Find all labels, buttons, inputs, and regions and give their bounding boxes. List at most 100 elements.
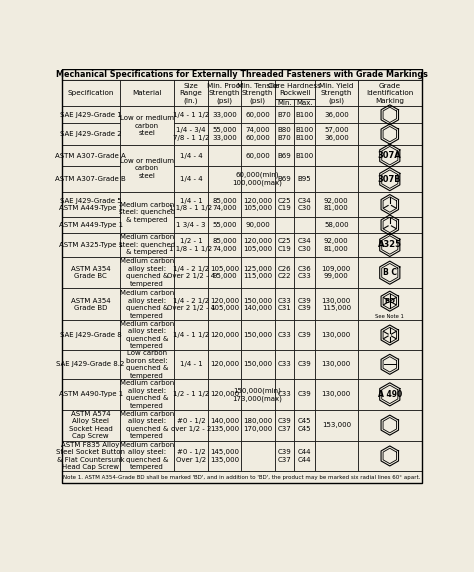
Text: Medium carbon
alloy steel:
quenched &
tempered: Medium carbon alloy steel: quenched & te… xyxy=(120,411,174,439)
Bar xyxy=(357,320,422,349)
Bar xyxy=(62,349,120,379)
Text: SAE J429-Grade 8: SAE J429-Grade 8 xyxy=(60,332,121,338)
Bar xyxy=(294,233,315,257)
Bar xyxy=(208,192,241,217)
Text: #0 - 1/2
over 1/2 - 2: #0 - 1/2 over 1/2 - 2 xyxy=(171,418,211,432)
Bar xyxy=(241,349,275,379)
Text: 130,000: 130,000 xyxy=(322,362,351,367)
Text: 125,000
115,000: 125,000 115,000 xyxy=(243,266,272,280)
Text: Medium carbon
alloy steel:
quenched &
tempered: Medium carbon alloy steel: quenched & te… xyxy=(120,259,174,287)
Bar xyxy=(294,106,315,124)
Text: 120,000
105,000: 120,000 105,000 xyxy=(210,297,239,311)
Bar xyxy=(208,440,241,471)
Text: A325: A325 xyxy=(378,240,402,249)
Bar xyxy=(120,145,174,192)
Bar xyxy=(174,233,208,257)
Bar xyxy=(120,320,174,349)
Bar xyxy=(174,379,208,410)
Bar xyxy=(275,217,294,233)
Bar xyxy=(357,440,422,471)
Text: B100
B100: B100 B100 xyxy=(295,128,314,141)
Text: 1/4 - 1: 1/4 - 1 xyxy=(180,362,202,367)
Text: 1/4 - 1
1 1/8 - 1 1/2: 1/4 - 1 1 1/8 - 1 1/2 xyxy=(169,198,212,211)
Text: 57,000
36,000: 57,000 36,000 xyxy=(324,128,349,141)
Text: B95: B95 xyxy=(298,176,311,182)
Bar xyxy=(120,233,174,257)
Text: 92,000
81,000: 92,000 81,000 xyxy=(324,238,349,252)
Text: C33: C33 xyxy=(277,362,291,367)
Text: ASTM A354
Grade BC: ASTM A354 Grade BC xyxy=(71,266,110,280)
Bar xyxy=(294,217,315,233)
Text: SAE J429-Grade 2: SAE J429-Grade 2 xyxy=(60,131,121,137)
Text: ASTM A354
Grade BD: ASTM A354 Grade BD xyxy=(71,297,110,311)
Bar xyxy=(315,257,357,288)
Text: Grade
Identification
Marking: Grade Identification Marking xyxy=(366,83,413,104)
Bar xyxy=(208,379,241,410)
Bar xyxy=(174,166,208,192)
Bar xyxy=(208,166,241,192)
Text: Medium carbon
steel: quenched
& tempered: Medium carbon steel: quenched & tempered xyxy=(119,202,175,223)
Text: 120,000
105,000: 120,000 105,000 xyxy=(243,198,272,211)
Bar xyxy=(120,440,174,471)
Bar xyxy=(275,320,294,349)
Text: 120,000: 120,000 xyxy=(210,391,239,398)
Bar xyxy=(275,106,294,124)
Text: 140,000
135,000: 140,000 135,000 xyxy=(210,418,239,432)
Bar xyxy=(62,233,120,257)
Text: 180,000
170,000: 180,000 170,000 xyxy=(243,418,272,432)
Text: B100: B100 xyxy=(295,153,314,158)
Text: ASTM A307-Grade B: ASTM A307-Grade B xyxy=(55,176,126,182)
Bar xyxy=(241,166,275,192)
Text: Material: Material xyxy=(132,90,162,96)
Bar xyxy=(241,379,275,410)
Bar xyxy=(275,145,294,166)
Text: 55,000
33,000: 55,000 33,000 xyxy=(212,128,237,141)
Text: 92,000
81,000: 92,000 81,000 xyxy=(324,198,349,211)
Bar xyxy=(120,349,174,379)
Bar xyxy=(120,379,174,410)
Text: C33: C33 xyxy=(277,391,291,398)
Bar xyxy=(174,257,208,288)
Bar xyxy=(62,410,120,440)
Text: C25
C19: C25 C19 xyxy=(277,198,291,211)
Text: C39
C37: C39 C37 xyxy=(277,449,291,463)
Text: 153,000: 153,000 xyxy=(322,422,351,428)
Bar xyxy=(241,124,275,145)
Bar xyxy=(62,471,422,483)
Text: 1/4 - 4: 1/4 - 4 xyxy=(180,176,202,182)
Text: 150,000(min)
173,000(max): 150,000(min) 173,000(max) xyxy=(233,387,283,402)
Bar xyxy=(174,288,208,320)
Text: Max.: Max. xyxy=(296,100,313,105)
Bar xyxy=(294,349,315,379)
Text: See Note 1: See Note 1 xyxy=(375,313,404,319)
Text: 1/2 - 1
1 1/8 - 1 1/2: 1/2 - 1 1 1/8 - 1 1/2 xyxy=(169,238,212,252)
Text: B70: B70 xyxy=(277,112,291,118)
Bar xyxy=(315,217,357,233)
Bar xyxy=(174,440,208,471)
Bar xyxy=(357,410,422,440)
Text: 1/4 - 1 1/2: 1/4 - 1 1/2 xyxy=(173,112,209,118)
Bar xyxy=(174,192,208,217)
Bar xyxy=(241,410,275,440)
Bar xyxy=(315,410,357,440)
Bar xyxy=(275,288,294,320)
Text: Medium carbon
alloy steel:
quenched &
tempered: Medium carbon alloy steel: quenched & te… xyxy=(120,442,174,470)
Text: 1/4 - 2 1/2
Over 2 1/2 - 4: 1/4 - 2 1/2 Over 2 1/2 - 4 xyxy=(167,297,215,311)
Text: 1/2 - 1 1/2: 1/2 - 1 1/2 xyxy=(173,391,209,398)
Text: Medium carbon
alloy steel:
quenched &
tempered: Medium carbon alloy steel: quenched & te… xyxy=(120,380,174,408)
Bar xyxy=(294,257,315,288)
Text: 85,000
74,000: 85,000 74,000 xyxy=(212,198,237,211)
Text: Mechanical Specifications for Externally Threaded Fasteners with Grade Markings: Mechanical Specifications for Externally… xyxy=(56,70,428,80)
Bar xyxy=(315,166,357,192)
Bar xyxy=(174,106,208,124)
Text: B69: B69 xyxy=(277,176,291,182)
Text: 33,000: 33,000 xyxy=(212,112,237,118)
Bar xyxy=(275,166,294,192)
Bar xyxy=(208,288,241,320)
Bar xyxy=(62,80,120,106)
Bar xyxy=(120,192,174,233)
Text: B100: B100 xyxy=(295,112,314,118)
Text: 85,000
74,000: 85,000 74,000 xyxy=(212,238,237,252)
Text: ASTM A574
Alloy Steel
Socket Head
Cap Screw: ASTM A574 Alloy Steel Socket Head Cap Sc… xyxy=(69,411,112,439)
Bar xyxy=(294,320,315,349)
